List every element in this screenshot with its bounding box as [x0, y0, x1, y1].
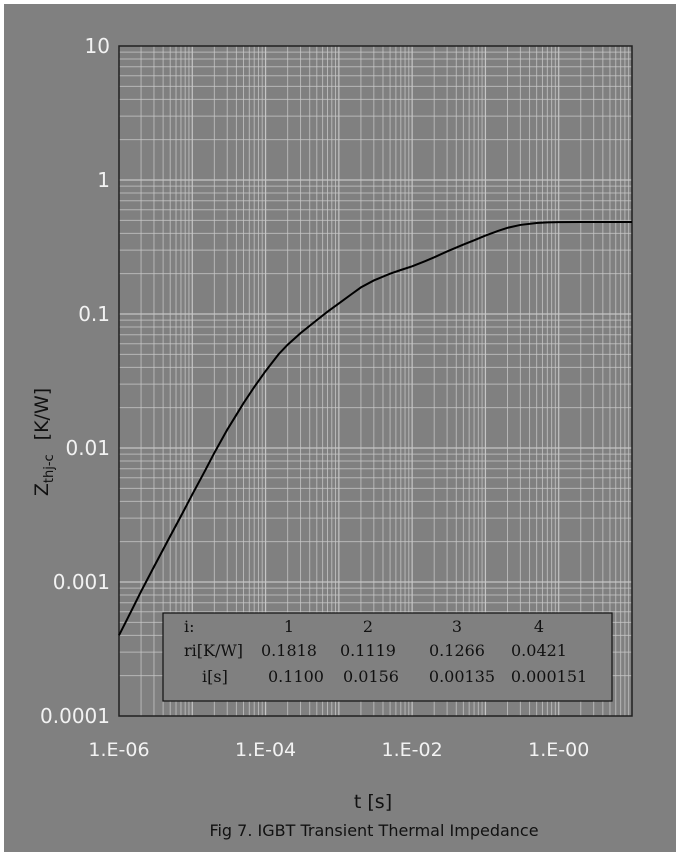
y-axis-label: Zthj-c[K/W] [31, 388, 57, 496]
y-tick-label: 0.0001 [40, 704, 110, 728]
y-tick-label: 10 [85, 34, 110, 58]
y-tick-label: 0.1 [78, 302, 110, 326]
parameter-table-border [162, 612, 613, 702]
table-ri-2: 0.1119 [340, 641, 396, 660]
table-ri-1: 0.1818 [261, 641, 317, 660]
table-tau-4: 0.000151 [511, 667, 587, 686]
table-tau-1: 0.1100 [268, 667, 324, 686]
y-tick-label: 0.001 [53, 570, 110, 594]
y-tick-label: 1 [97, 168, 110, 192]
x-tick-label: 1.E-00 [528, 739, 589, 761]
grid-lines [119, 46, 632, 716]
table-ri-4: 0.0421 [511, 641, 567, 660]
y-axis-tick-labels: 0.0001 0.001 0.01 0.1 1 10 [40, 34, 110, 728]
table-row-tau-label: i[s] [202, 667, 228, 686]
x-axis-tick-labels: 1.E-06 1.E-04 1.E-02 1.E-00 [88, 739, 589, 761]
figure-background: 0.0001 0.001 0.01 0.1 1 10 1.E-06 1.E-04 1.E-02… [4, 4, 676, 852]
table-header-2: 2 [363, 617, 373, 636]
x-tick-label: 1.E-06 [88, 739, 149, 761]
figure-caption: Fig 7. IGBT Transient Thermal Impedance [209, 821, 538, 840]
parameter-table: i: 1 2 3 4 ri[K/W] 0.1818 0.1119 0.1266 … [162, 612, 613, 702]
table-header-4: 4 [534, 617, 544, 636]
plot-area-frame [118, 45, 633, 717]
x-tick-label: 1.E-02 [382, 739, 443, 761]
y-tick-label: 0.01 [65, 436, 110, 460]
thermal-impedance-chart: 0.0001 0.001 0.01 0.1 1 10 1.E-06 1.E-04 1.E-02… [31, 34, 633, 840]
table-header-3: 3 [452, 617, 462, 636]
table-tau-2: 0.0156 [343, 667, 399, 686]
table-header-1: 1 [284, 617, 294, 636]
zth-curve-line [118, 220, 632, 636]
table-header-index: i: [184, 617, 195, 636]
table-row-ri-label: ri[K/W] [184, 641, 243, 660]
x-tick-label: 1.E-04 [235, 739, 296, 761]
table-ri-3: 0.1266 [429, 641, 485, 660]
x-axis-label: t [s] [354, 791, 392, 813]
table-tau-3: 0.00135 [429, 667, 495, 686]
